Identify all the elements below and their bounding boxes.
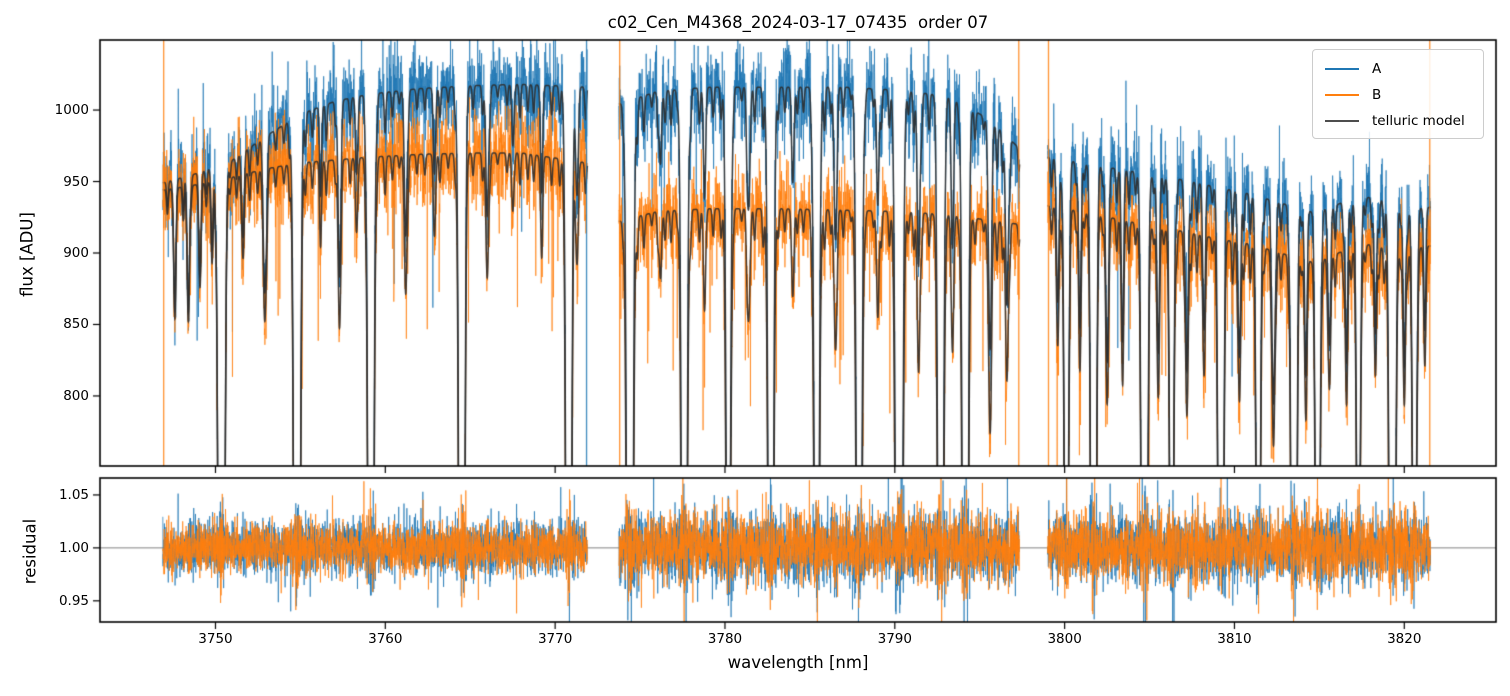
- residual-tick-label: 0.95: [58, 592, 89, 609]
- legend-label-telluric: telluric model: [1372, 113, 1465, 129]
- x-tick-label: 3760: [368, 631, 403, 647]
- legend-entry-a: A: [1313, 56, 1483, 82]
- legend-label-b: B: [1372, 87, 1382, 103]
- x-tick-label: 3780: [707, 631, 743, 647]
- x-tick-label: 3750: [198, 631, 233, 647]
- figure-title: c02_Cen_M4368_2024-03-17_07435 order 07: [0, 13, 1510, 32]
- legend-entry-telluric: telluric model: [1313, 108, 1483, 134]
- legend-line-swatch-b: [1325, 94, 1359, 96]
- x-tick-label: 3800: [1047, 631, 1082, 647]
- x-tick-label: 3790: [877, 631, 912, 647]
- x-tick-label: 3820: [1387, 631, 1422, 647]
- legend-line-swatch-a: [1325, 68, 1359, 70]
- legend-line-swatch-telluric: [1325, 120, 1359, 122]
- flux-tick-label: 1000: [54, 102, 89, 119]
- flux-tick-label: 850: [63, 316, 89, 333]
- figure-title-text: c02_Cen_M4368_2024-03-17_07435 order 07: [607, 13, 989, 32]
- flux-tick-label: 800: [63, 387, 89, 404]
- flux-tick-label: 900: [63, 245, 89, 261]
- residual-tick-label: 1.05: [58, 486, 89, 503]
- x-tick-label: 3770: [537, 631, 573, 647]
- legend-entry-b: B: [1313, 82, 1483, 108]
- legend-box: A B telluric model: [1312, 49, 1484, 139]
- legend-label-a: A: [1372, 61, 1382, 77]
- flux-tick-label: 950: [63, 173, 89, 190]
- x-tick-label: 3810: [1217, 631, 1252, 647]
- residual-tick-label: 1.00: [58, 539, 89, 556]
- wavelength-axis-label: wavelength [nm]: [727, 653, 869, 672]
